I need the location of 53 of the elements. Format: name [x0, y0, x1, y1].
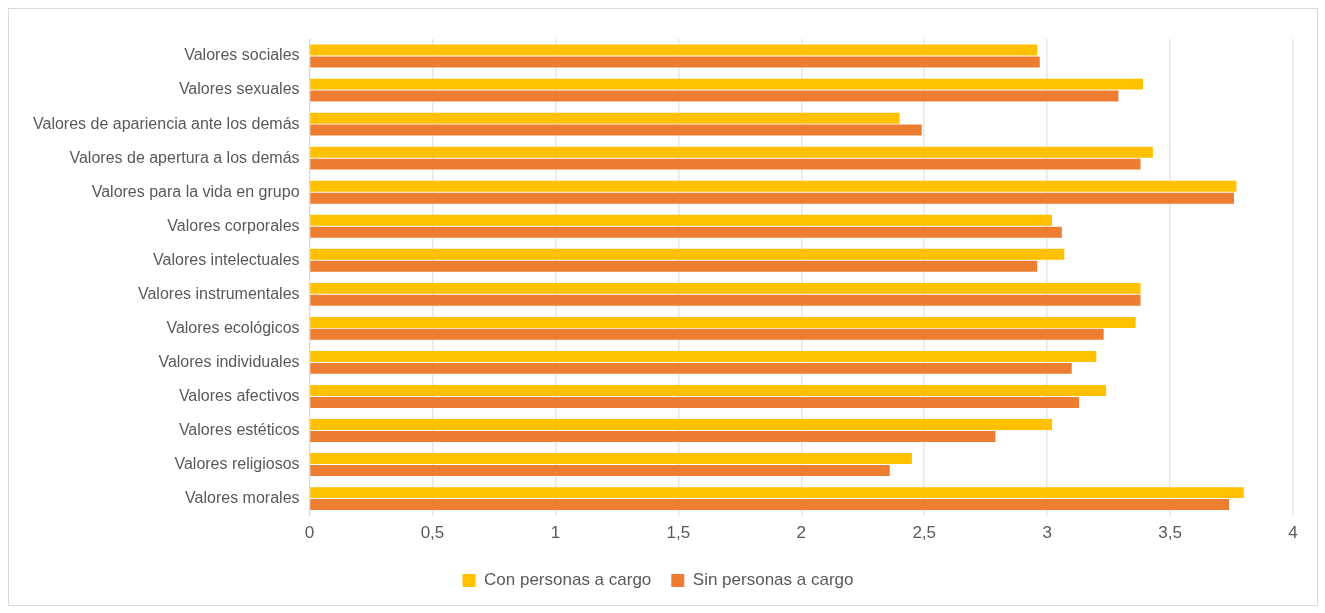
- bar: [310, 430, 996, 442]
- y-tick-label: Valores religiosos: [174, 454, 300, 472]
- x-tick-label: 4: [1288, 523, 1298, 543]
- y-tick-label: Valores individuales: [158, 352, 300, 370]
- bar: [310, 90, 1119, 102]
- bar: [310, 419, 1053, 431]
- x-tick-label: 2,5: [912, 523, 937, 543]
- y-tick-label: Valores estéticos: [178, 420, 300, 438]
- x-tick-label: 1,5: [666, 523, 691, 543]
- y-tick-label: Valores instrumentales: [137, 284, 300, 302]
- y-tick-label: Valores corporales: [167, 216, 300, 234]
- bar: [310, 453, 912, 465]
- y-tick-label: Valores para la vida en grupo: [91, 182, 300, 200]
- bar: [310, 146, 1153, 158]
- x-tick-label: 0: [304, 523, 315, 543]
- bar: [310, 465, 890, 476]
- bar: [310, 226, 1062, 238]
- bar: [310, 78, 1144, 90]
- y-tick-label: Valores intelectuales: [153, 250, 300, 268]
- bar: [310, 44, 1038, 56]
- bar: [310, 316, 1136, 328]
- bar: [310, 180, 1237, 192]
- bar: [310, 487, 1244, 499]
- x-tick-label: 3: [1042, 523, 1052, 543]
- bar: [310, 124, 922, 136]
- x-tick-label: 0,5: [420, 523, 445, 543]
- bar: [310, 56, 1040, 68]
- y-tick-label: Valores sexuales: [178, 80, 300, 98]
- bar: [310, 214, 1053, 226]
- bar: [310, 112, 900, 124]
- bar: [310, 282, 1141, 294]
- y-tick-label: Valores sociales: [184, 46, 300, 64]
- y-tick-label: Valores de apertura a los demás: [69, 148, 300, 166]
- x-tick-label: 3,5: [1158, 523, 1182, 543]
- bar: [310, 248, 1065, 260]
- legend-label: Con personas a cargo: [484, 570, 652, 590]
- bar: [310, 499, 1230, 511]
- bar: [310, 260, 1038, 272]
- bar: [310, 192, 1234, 204]
- bar: [310, 294, 1141, 306]
- bar: [310, 385, 1107, 396]
- legend-label: Sin personas a cargo: [692, 570, 854, 590]
- x-tick-label: 2: [796, 523, 806, 543]
- y-tick-label: Valores afectivos: [178, 386, 300, 404]
- bar: [310, 396, 1080, 408]
- bar: [310, 158, 1141, 170]
- y-tick-label: Valores ecológicos: [166, 318, 300, 336]
- bar: [310, 350, 1097, 362]
- y-tick-label: Valores morales: [185, 488, 300, 506]
- bar: [310, 328, 1104, 340]
- bar: [310, 362, 1072, 374]
- y-tick-label: Valores de apariencia ante los demás: [33, 114, 300, 132]
- x-tick-label: 1: [550, 523, 561, 543]
